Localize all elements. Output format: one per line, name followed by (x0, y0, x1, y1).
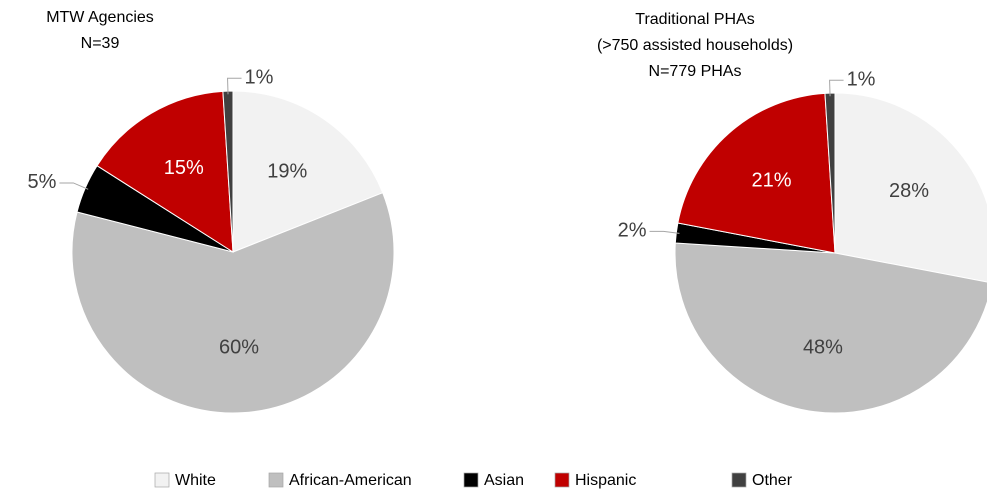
pie-slice (834, 92, 987, 283)
data-label: 60% (219, 337, 259, 359)
legend-swatch (154, 472, 170, 488)
pie-slice (674, 242, 987, 414)
pie-slice (96, 90, 234, 253)
legend-swatch (463, 472, 479, 488)
pie-slice (232, 90, 384, 253)
legend-swatch (268, 472, 284, 488)
chart-title: N=779 PHAs (649, 63, 742, 80)
pie-slice (71, 192, 395, 414)
legend-label: Asian (484, 472, 524, 489)
legend-swatch (554, 472, 570, 488)
data-label: 15% (164, 157, 204, 179)
chart-title: MTW Agencies (46, 9, 154, 26)
data-label: 21% (751, 169, 791, 191)
legend-label: White (175, 472, 216, 489)
data-label: 1% (847, 69, 876, 91)
data-label: 1% (245, 66, 274, 88)
leader-line (59, 182, 89, 190)
chart-title: Traditional PHAs (635, 11, 754, 28)
leader-line (649, 230, 680, 234)
pie-slice (677, 92, 836, 254)
legend-swatch (731, 472, 747, 488)
data-label: 48% (803, 337, 843, 359)
data-label: 5% (28, 171, 57, 193)
data-label: 28% (889, 180, 929, 202)
leader-line (227, 77, 242, 95)
legend-label: African-American (289, 472, 412, 489)
legend-label: Hispanic (575, 472, 636, 489)
chart-title: N=39 (81, 35, 120, 52)
legend-label: Other (752, 472, 793, 489)
data-label: 2% (618, 220, 647, 242)
chart-title: (>750 assisted households) (597, 37, 793, 54)
leader-line (829, 79, 844, 97)
data-label: 19% (267, 160, 307, 182)
